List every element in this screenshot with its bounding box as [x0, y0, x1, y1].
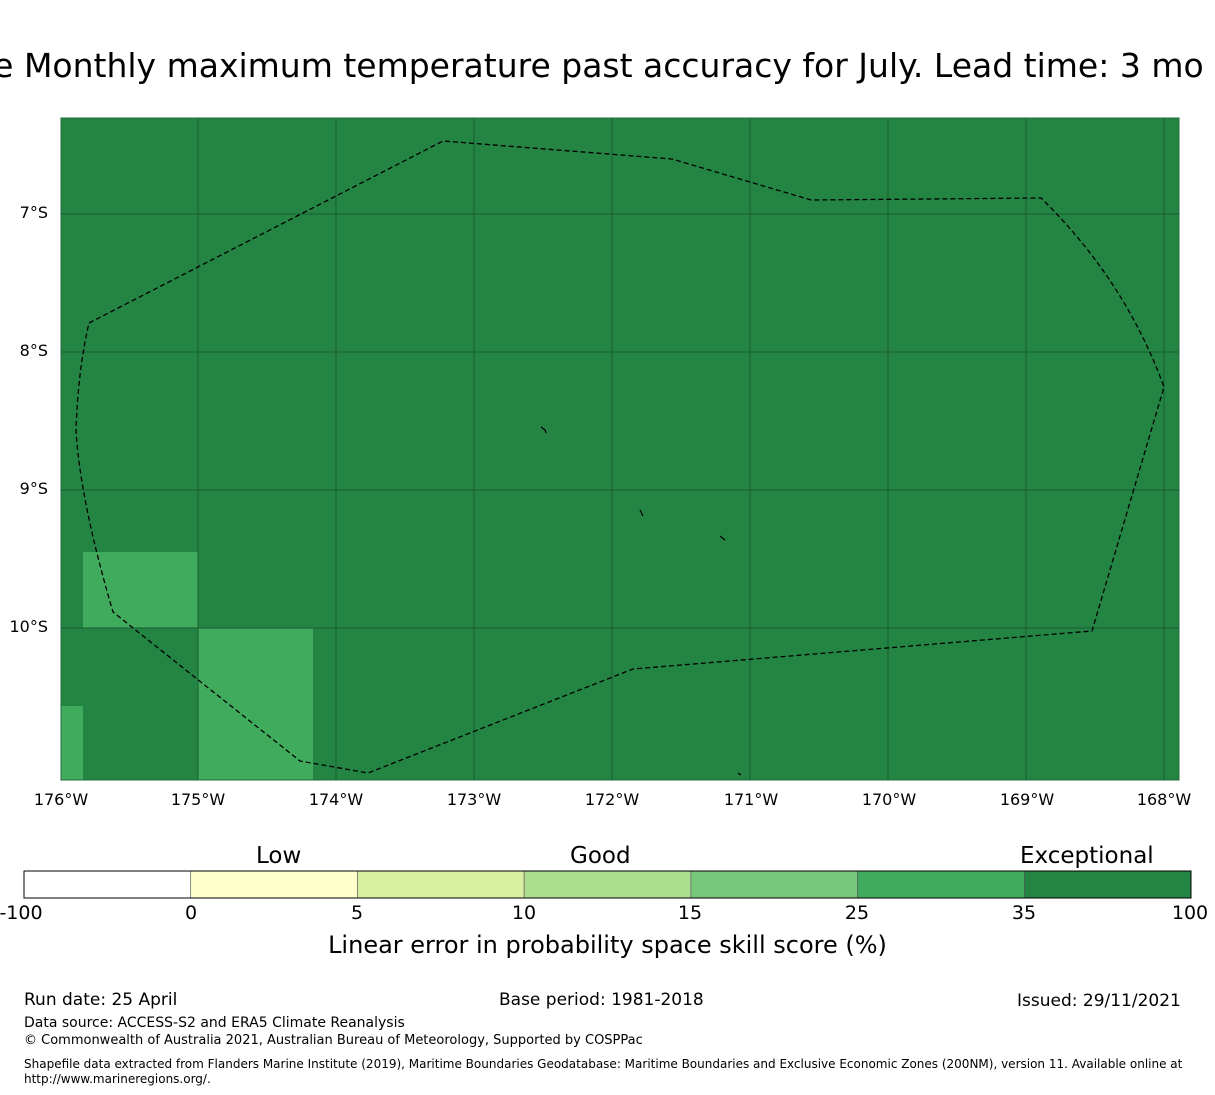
lon-label: 173°W — [446, 790, 502, 809]
lon-label: 172°W — [584, 790, 640, 809]
lon-label: 174°W — [308, 790, 364, 809]
colorbar-tick: 35 — [1011, 902, 1037, 924]
colorbar-tick: 0 — [184, 902, 198, 924]
colorbar-segment — [523, 870, 692, 899]
skill-patch — [61, 706, 83, 780]
lon-label: 169°W — [999, 790, 1055, 809]
lon-label: 168°W — [1136, 790, 1192, 809]
colorbar-segment — [23, 870, 192, 899]
category-good: Good — [570, 843, 631, 869]
issued-date: Issued: 29/11/2021 — [1017, 991, 1181, 1011]
colorbar-segment — [190, 870, 358, 899]
lat-label: 7°S — [19, 203, 48, 222]
colorbar-tick: 100 — [1171, 902, 1209, 924]
run-date: Run date: 25 April — [24, 990, 178, 1010]
colorbar-segment — [857, 870, 1025, 899]
colorbar-tick: -100 — [0, 902, 43, 924]
lat-label: 8°S — [19, 341, 48, 360]
map-title-text: le Monthly maximum temperature past accu… — [0, 46, 1204, 85]
map-frame — [60, 117, 1180, 781]
colorbar-tick: 15 — [677, 902, 703, 924]
copyright: © Commonwealth of Australia 2021, Austra… — [24, 1033, 643, 1048]
colorbar-segments — [23, 870, 1192, 899]
data-source: Data source: ACCESS-S2 and ERA5 Climate … — [24, 1015, 405, 1031]
colorbar — [23, 870, 1192, 899]
colorbar-tick: 10 — [511, 902, 537, 924]
category-exceptional: Exceptional — [1020, 843, 1154, 869]
lon-label: 171°W — [723, 790, 779, 809]
map-panel — [60, 117, 1180, 781]
shapefile-credit: Shapefile data extracted from Flanders M… — [24, 1057, 1183, 1086]
colorbar-tick: 25 — [844, 902, 870, 924]
islands — [540, 426, 742, 776]
lon-label: 170°W — [861, 790, 917, 809]
colorbar-frame — [23, 870, 1192, 899]
category-low: Low — [256, 843, 302, 869]
eez-boundary — [75, 140, 1165, 774]
colorbar-segment — [690, 870, 858, 899]
colorbar-segment — [357, 870, 525, 899]
skill-patch — [83, 552, 198, 628]
colorbar-segment — [1023, 870, 1192, 899]
gridlines — [61, 118, 1179, 780]
map-title: le Monthly maximum temperature past accu… — [0, 44, 1215, 88]
lat-label: 9°S — [19, 479, 48, 498]
base-period: Base period: 1981-2018 — [499, 990, 704, 1010]
skill-patch — [198, 628, 313, 780]
lat-label: 10°S — [9, 617, 48, 636]
colorbar-tick: 5 — [350, 902, 364, 924]
lon-label: 175°W — [170, 790, 226, 809]
lon-label: 176°W — [33, 790, 89, 809]
colorbar-label: Linear error in probability space skill … — [328, 931, 887, 959]
